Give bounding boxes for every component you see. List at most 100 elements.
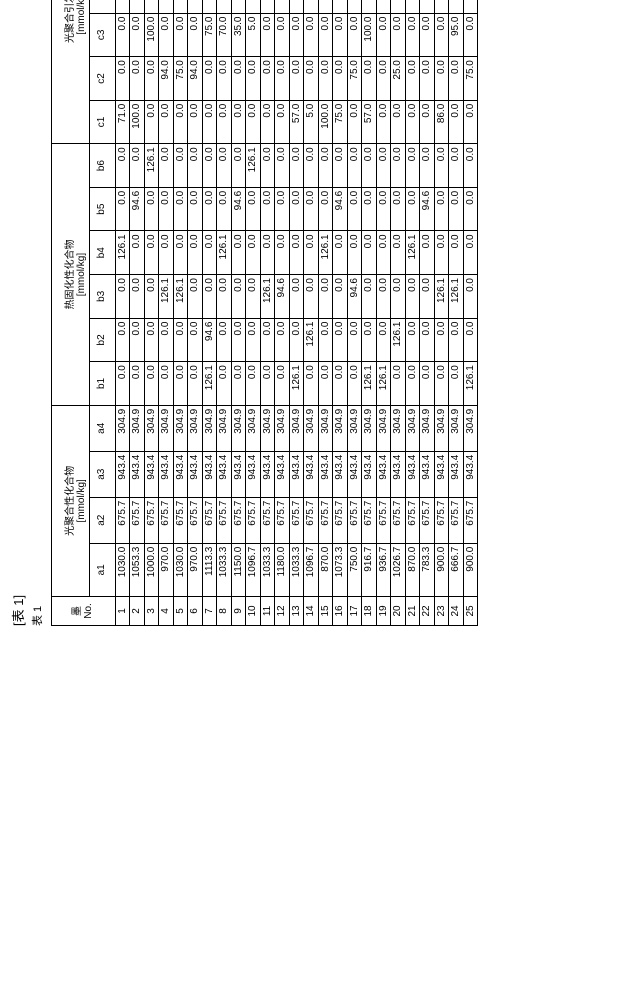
table-row: 23900.0675.7943.4304.90.00.0126.10.00.00… <box>434 0 449 626</box>
cell-b6: 0.0 <box>449 144 464 188</box>
cell-a1: 1030.0 <box>173 543 188 596</box>
table-row: 11030.0675.7943.4304.90.00.00.0126.10.00… <box>115 0 130 626</box>
cell-c2: 94.0 <box>188 57 203 101</box>
cell-a1: 1026.7 <box>391 543 406 596</box>
cell-c1: 0.0 <box>246 100 261 144</box>
cell-b3: 126.1 <box>449 275 464 319</box>
cell-a3: 943.4 <box>188 451 203 497</box>
cell-c3: 100.0 <box>144 13 159 57</box>
cell-a2: 675.7 <box>115 497 130 543</box>
cell-a1: 783.3 <box>420 543 435 596</box>
cell-a4: 304.9 <box>333 405 348 451</box>
cell-c1: 0.0 <box>202 100 217 144</box>
cell-a2: 675.7 <box>130 497 145 543</box>
cell-b5: 0.0 <box>246 187 261 231</box>
cell-b4: 0.0 <box>246 231 261 275</box>
cell-c3: 0.0 <box>173 13 188 57</box>
table-row: 17750.0675.7943.4304.90.00.094.60.00.00.… <box>347 0 362 626</box>
cell-b3: 0.0 <box>463 275 478 319</box>
cell-c3: 0.0 <box>130 13 145 57</box>
cell-a2: 675.7 <box>231 497 246 543</box>
cell-b3: 126.1 <box>260 275 275 319</box>
page: [表 1] 表 1 墨No. 光聚合性化合物 [mmol/kg] <box>8 12 622 482</box>
cell-a3: 943.4 <box>434 451 449 497</box>
cell-a4: 304.9 <box>362 405 377 451</box>
cell-c2: 0.0 <box>420 57 435 101</box>
table-row: 81033.3675.7943.4304.90.00.00.0126.10.00… <box>217 0 232 626</box>
cell-a4: 304.9 <box>217 405 232 451</box>
cell-a1: 1033.3 <box>217 543 232 596</box>
cell-a2: 675.7 <box>202 497 217 543</box>
cell-a1: 1033.3 <box>260 543 275 596</box>
cell-b3: 0.0 <box>231 275 246 319</box>
table-row: 121180.0675.7943.4304.90.00.094.60.00.00… <box>275 0 290 626</box>
cell-a3: 943.4 <box>173 451 188 497</box>
cell-a1: 970.0 <box>159 543 174 596</box>
cell-c1: 0.0 <box>463 100 478 144</box>
cell-no: 12 <box>275 596 290 625</box>
cell-b5: 94.6 <box>333 187 348 231</box>
cell-b6: 126.1 <box>144 144 159 188</box>
cell-c3: 0.0 <box>188 13 203 57</box>
cell-b3: 94.6 <box>347 275 362 319</box>
cell-b4: 126.1 <box>115 231 130 275</box>
cell-b3: 126.1 <box>173 275 188 319</box>
cell-c3: 0.0 <box>333 13 348 57</box>
cell-a4: 304.9 <box>289 405 304 451</box>
cell-c4: 0.0 <box>231 0 246 13</box>
cell-b4: 0.0 <box>231 231 246 275</box>
cell-b6: 0.0 <box>376 144 391 188</box>
cell-b3: 0.0 <box>304 275 319 319</box>
cell-b5: 94.6 <box>130 187 145 231</box>
cell-a4: 304.9 <box>231 405 246 451</box>
table-row: 6970.0675.7943.4304.90.00.00.00.00.00.00… <box>188 0 203 626</box>
cell-c4: 0.0 <box>173 0 188 13</box>
cell-a2: 675.7 <box>463 497 478 543</box>
cell-b4: 0.0 <box>260 231 275 275</box>
cell-b6: 0.0 <box>260 144 275 188</box>
col-a4: a4 <box>89 405 115 451</box>
cell-c1: 0.0 <box>275 100 290 144</box>
cell-a2: 675.7 <box>391 497 406 543</box>
cell-b5: 0.0 <box>188 187 203 231</box>
cell-c2: 75.0 <box>463 57 478 101</box>
cell-a3: 943.4 <box>144 451 159 497</box>
cell-a2: 675.7 <box>144 497 159 543</box>
cell-b1: 0.0 <box>188 362 203 406</box>
cell-a3: 943.4 <box>318 451 333 497</box>
cell-c2: 0.0 <box>318 57 333 101</box>
col-c3: c3 <box>89 13 115 57</box>
cell-c3: 0.0 <box>289 13 304 57</box>
cell-a2: 675.7 <box>362 497 377 543</box>
cell-c1: 100.0 <box>130 100 145 144</box>
cell-b5: 94.6 <box>420 187 435 231</box>
cell-b6: 0.0 <box>362 144 377 188</box>
cell-c2: 75.0 <box>347 57 362 101</box>
cell-a1: 1096.7 <box>246 543 261 596</box>
cell-b3: 0.0 <box>130 275 145 319</box>
cell-a3: 943.4 <box>391 451 406 497</box>
cell-b3: 0.0 <box>362 275 377 319</box>
cell-no: 9 <box>231 596 246 625</box>
cell-c3: 0.0 <box>318 13 333 57</box>
cell-b3: 0.0 <box>420 275 435 319</box>
cell-no: 8 <box>217 596 232 625</box>
cell-a4: 304.9 <box>376 405 391 451</box>
cell-c3: 0.0 <box>304 13 319 57</box>
cell-b2: 0.0 <box>434 318 449 362</box>
cell-b2: 0.0 <box>159 318 174 362</box>
cell-b1: 0.0 <box>347 362 362 406</box>
cell-b4: 0.0 <box>362 231 377 275</box>
cell-c4: 2.5 <box>275 0 290 13</box>
cell-c1: 0.0 <box>347 100 362 144</box>
cell-a3: 943.4 <box>463 451 478 497</box>
cell-b3: 94.6 <box>275 275 290 319</box>
cell-b5: 0.0 <box>405 187 420 231</box>
cell-a2: 675.7 <box>449 497 464 543</box>
cell-b6: 0.0 <box>217 144 232 188</box>
cell-b4: 0.0 <box>391 231 406 275</box>
cell-c3: 70.0 <box>217 13 232 57</box>
cell-b1: 126.1 <box>463 362 478 406</box>
cell-a2: 675.7 <box>405 497 420 543</box>
cell-no: 17 <box>347 596 362 625</box>
